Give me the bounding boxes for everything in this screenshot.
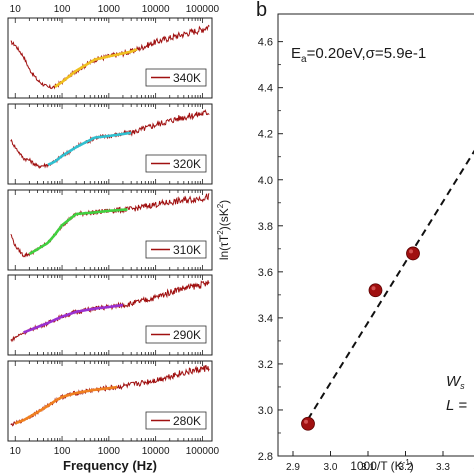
y-tick-label: 4.0 [258, 175, 273, 187]
panel-a: 10 100 1000 10000 100000 340K 320K 310K 290K 280… [7, 4, 220, 473]
panel-b-x-label: 1000/T (K-1) [350, 458, 414, 473]
annotation-e-subscript: a [301, 54, 307, 65]
y-tick-label: 3.0 [258, 405, 273, 417]
xlabel-sup: -1 [403, 458, 411, 467]
legend-box [145, 154, 207, 173]
subpanel-290K: 290K [7, 274, 213, 356]
legend-box [145, 325, 207, 344]
subpanel-frame [7, 17, 213, 99]
bottom-tick-label: 10000 [142, 446, 170, 457]
data-point [368, 283, 383, 298]
panel-b: b Ea=0.20eV,σ=5.9e-1 ln(τT2)(sK2) 1000/T… [216, 0, 474, 473]
panel-a-top-axis: 10 100 1000 10000 100000 [10, 4, 220, 15]
legend-320K: 320K [145, 154, 207, 173]
legend-box [145, 68, 207, 87]
y-tick-label: 4.2 [258, 129, 273, 141]
fit-curve-340K [54, 48, 138, 88]
legend-280K: 280K [145, 411, 207, 430]
subpanel-320K: 320K [7, 103, 213, 185]
bottom-tick-label: 10 [10, 446, 22, 457]
data-point-highlight [371, 286, 376, 291]
legend-box [145, 240, 207, 259]
legend-label: 320K [173, 157, 201, 171]
subpanel-frame [7, 103, 213, 185]
panel-b-fit-line [307, 149, 474, 420]
fit-curve-280K [14, 385, 118, 425]
xlabel-part-2: ) [410, 459, 414, 473]
top-tick-label: 1000 [98, 4, 121, 15]
x-tick-label: 3.2 [399, 462, 413, 473]
bottom-tick-label: 100 [54, 446, 71, 457]
panel-b-annotation: Ea=0.20eV,σ=5.9e-1 [291, 45, 426, 65]
y-tick-label: 3.4 [258, 313, 273, 325]
legend-290K: 290K [145, 325, 207, 344]
subpanel-280K: 280K [7, 360, 213, 442]
ylabel-sup-1: 2 [216, 230, 225, 235]
subpanel-frame [7, 189, 213, 271]
fit-curve-290K [22, 303, 124, 334]
legend-label: 280K [173, 414, 201, 428]
panel-a-bottom-axis: 10 100 1000 10000 100000 [10, 446, 220, 457]
fit-curve-320K [47, 131, 132, 166]
subpanel-frame [7, 360, 213, 442]
panel-b-corner-text-2: L = [446, 397, 467, 414]
annotation-rest: =0.20eV,σ=5.9e-1 [307, 45, 427, 62]
top-tick-label: 10 [10, 4, 22, 15]
y-tick-label: 4.4 [258, 83, 273, 95]
bottom-tick-label: 100000 [186, 446, 220, 457]
panel-b-plot-frame [277, 13, 474, 457]
fit-line [307, 149, 474, 420]
x-tick-label: 2.9 [286, 462, 300, 473]
subpanel-310K: 310K [7, 189, 213, 271]
legend-label: 290K [173, 328, 201, 342]
fit-curve-310K [28, 208, 128, 256]
x-tick-label: 3.0 [324, 462, 338, 473]
ylabel-part-1: ln(τT [217, 234, 231, 260]
y-tick-label: 3.2 [258, 359, 273, 371]
x-tick-label: 3.1 [361, 462, 375, 473]
corner-w: W [446, 373, 462, 390]
y-tick-label: 4.6 [258, 37, 273, 49]
legend-label: 340K [173, 71, 201, 85]
subpanel-frame [7, 274, 213, 356]
ylabel-part-2: )(sK [217, 208, 231, 230]
x-tick-label: 3.3 [436, 462, 450, 473]
xlabel-part-1: 1000/T (K [350, 459, 402, 473]
data-point-highlight [304, 419, 308, 424]
subpanel-340K: 340K [7, 17, 213, 99]
corner-w-subscript: s [460, 381, 465, 391]
ylabel-part-3: ) [217, 200, 231, 204]
top-tick-label: 10000 [142, 4, 170, 15]
ylabel-sup-2: 2 [216, 203, 225, 208]
panel-a-x-label: Frequency (Hz) [63, 458, 157, 473]
data-point [406, 246, 420, 261]
data-point [301, 416, 315, 431]
annotation-e: E [291, 45, 301, 62]
top-tick-label: 100 [54, 4, 71, 15]
panel-b-ticks: 2.8 3.0 3.2 3.4 3.6 3.8 4.0 4.2 4.4 4.6 2.9 3.0 3.1 3… [258, 37, 474, 473]
panel-b-label: b [256, 0, 267, 21]
panel-b-corner-text-1: Ws [446, 373, 465, 391]
bottom-tick-label: 1000 [98, 446, 121, 457]
legend-310K: 310K [145, 240, 207, 259]
legend-box [145, 411, 207, 430]
y-tick-label: 3.8 [258, 221, 273, 233]
y-tick-label: 2.8 [258, 451, 273, 463]
legend-label: 310K [173, 243, 201, 257]
legend-340K: 340K [145, 68, 207, 87]
y-tick-label: 3.6 [258, 267, 273, 279]
panel-b-y-label: ln(τT2)(sK2) [216, 200, 231, 260]
data-point-highlight [409, 249, 413, 254]
top-tick-label: 100000 [186, 4, 220, 15]
panel-b-points [301, 246, 420, 431]
panel-a-subpanels: 340K 320K 310K 290K 280K [7, 17, 213, 442]
